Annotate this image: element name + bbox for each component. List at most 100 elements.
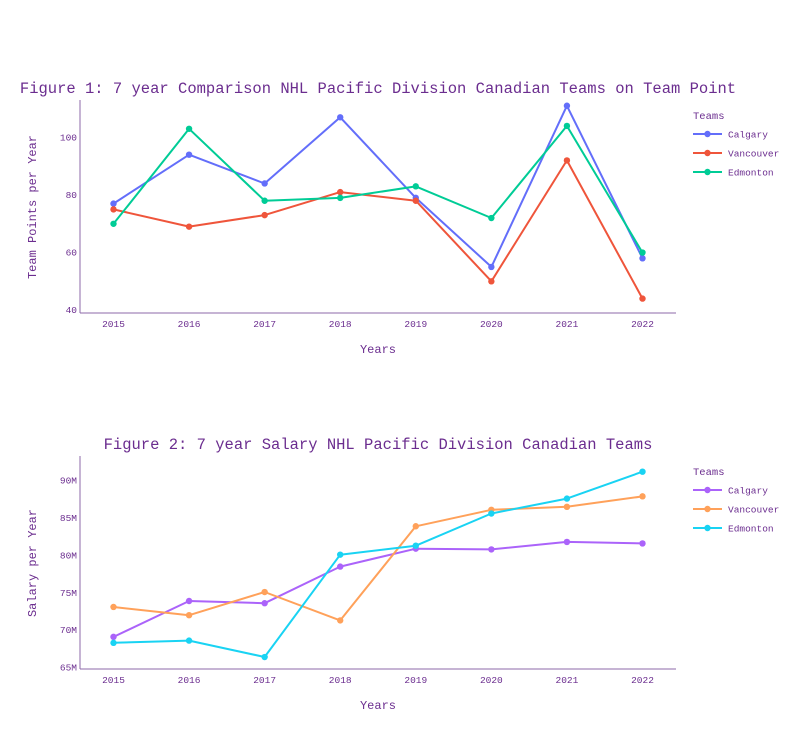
x-tick-label: 2018 — [329, 675, 352, 686]
legend-swatch-marker — [704, 149, 711, 157]
data-point-calgary[interactable] — [563, 538, 571, 546]
y-tick-label: 100 — [60, 132, 77, 143]
chart-salary: Figure 2: 7 year Salary NHL Pacific Divi… — [26, 436, 779, 713]
legend-swatch-marker — [704, 524, 711, 532]
data-point-vancouver[interactable] — [261, 588, 268, 596]
x-tick-label: 2019 — [404, 675, 427, 686]
x-tick-label: 2020 — [480, 319, 503, 330]
legend-entry-vancouver[interactable]: Vancouver — [728, 149, 779, 160]
data-point-vancouver[interactable] — [337, 617, 344, 624]
legend-swatch-marker — [704, 130, 711, 138]
data-point-vancouver[interactable] — [261, 211, 268, 219]
data-point-edmonton[interactable] — [337, 551, 344, 558]
chart-title: Figure 2: 7 year Salary NHL Pacific Divi… — [104, 436, 653, 454]
data-point-edmonton[interactable] — [110, 639, 117, 647]
y-tick-label: 60 — [66, 248, 78, 259]
x-tick-label: 2016 — [178, 319, 201, 330]
x-tick-label: 2015 — [102, 675, 125, 686]
y-axis-title: Salary per Year — [26, 509, 40, 617]
data-point-edmonton[interactable] — [412, 183, 419, 190]
data-point-calgary[interactable] — [337, 563, 344, 570]
data-point-calgary[interactable] — [488, 546, 495, 553]
legend-entry-calgary[interactable]: Calgary — [728, 486, 768, 497]
data-point-edmonton[interactable] — [185, 125, 193, 132]
x-tick-label: 2019 — [404, 319, 427, 330]
data-point-calgary[interactable] — [563, 102, 571, 109]
data-point-edmonton[interactable] — [185, 637, 193, 644]
data-point-calgary[interactable] — [261, 600, 268, 607]
legend-entry-edmonton[interactable]: Edmonton — [728, 524, 774, 535]
data-point-vancouver[interactable] — [639, 493, 646, 500]
chart-title: Figure 1: 7 year Comparison NHL Pacific … — [20, 80, 736, 98]
legend-swatch-marker — [704, 505, 711, 513]
y-tick-label: 75M — [60, 588, 77, 599]
series-line-vancouver — [113, 495, 643, 622]
data-point-vancouver[interactable] — [337, 188, 344, 196]
y-tick-label: 80M — [60, 550, 77, 561]
chart-team-points: Figure 1: 7 year Comparison NHL Pacific … — [20, 80, 779, 357]
data-point-edmonton[interactable] — [110, 220, 117, 227]
x-tick-label: 2022 — [631, 675, 654, 686]
data-point-vancouver[interactable] — [185, 223, 193, 230]
x-tick-label: 2017 — [253, 675, 276, 686]
y-tick-label: 80 — [66, 190, 78, 201]
data-point-calgary[interactable] — [261, 180, 268, 187]
y-axis-title: Team Points per Year — [26, 135, 40, 279]
data-point-vancouver[interactable] — [639, 295, 646, 302]
data-point-edmonton[interactable] — [488, 510, 495, 517]
data-point-vancouver[interactable] — [185, 611, 193, 619]
data-point-calgary[interactable] — [110, 200, 117, 207]
data-point-edmonton[interactable] — [337, 194, 344, 202]
data-point-edmonton[interactable] — [563, 495, 571, 502]
legend-swatch-marker — [704, 486, 711, 494]
y-tick-label: 40 — [66, 305, 78, 316]
data-point-calgary[interactable] — [488, 263, 495, 271]
series-line-edmonton — [112, 124, 644, 254]
data-point-edmonton[interactable] — [488, 214, 495, 222]
series-line-vancouver — [113, 159, 644, 300]
x-axis-title: Years — [360, 343, 396, 357]
y-tick-label: 65M — [60, 663, 77, 674]
y-tick-label: 70M — [60, 625, 77, 636]
data-point-calgary[interactable] — [185, 151, 193, 158]
data-point-vancouver[interactable] — [488, 278, 495, 285]
data-point-edmonton[interactable] — [563, 122, 571, 130]
data-point-calgary[interactable] — [639, 255, 646, 262]
data-point-vancouver[interactable] — [412, 523, 419, 530]
y-tick-label: 90M — [60, 476, 77, 487]
data-point-edmonton[interactable] — [261, 197, 268, 204]
data-point-vancouver[interactable] — [563, 503, 571, 511]
data-point-vancouver[interactable] — [412, 197, 419, 204]
series-line-calgary — [113, 540, 643, 638]
x-tick-label: 2021 — [556, 675, 579, 686]
data-point-vancouver[interactable] — [563, 157, 571, 164]
data-point-calgary[interactable] — [639, 540, 646, 547]
legend-swatch-marker — [704, 168, 711, 176]
legend-entry-vancouver[interactable]: Vancouver — [728, 505, 779, 516]
x-tick-label: 2016 — [178, 675, 201, 686]
legend-entry-edmonton[interactable]: Edmonton — [728, 168, 774, 179]
x-tick-label: 2020 — [480, 675, 503, 686]
data-point-edmonton[interactable] — [639, 468, 646, 475]
x-tick-label: 2015 — [102, 319, 125, 330]
data-point-calgary[interactable] — [110, 633, 117, 641]
x-tick-label: 2021 — [556, 319, 579, 330]
legend-title: Teams — [693, 467, 725, 479]
x-tick-label: 2017 — [253, 319, 276, 330]
data-point-calgary[interactable] — [337, 114, 344, 121]
y-tick-label: 85M — [60, 513, 77, 524]
legend-title: Teams — [693, 111, 725, 123]
data-point-vancouver[interactable] — [110, 603, 117, 611]
legend-entry-calgary[interactable]: Calgary — [728, 130, 768, 141]
series-line-edmonton — [113, 470, 643, 658]
data-point-edmonton[interactable] — [639, 249, 646, 256]
x-axis-title: Years — [360, 699, 396, 713]
data-point-calgary[interactable] — [185, 597, 193, 605]
data-point-vancouver[interactable] — [110, 206, 117, 213]
data-point-edmonton[interactable] — [412, 542, 419, 549]
x-tick-label: 2018 — [329, 319, 352, 330]
data-point-edmonton[interactable] — [261, 653, 268, 661]
x-tick-label: 2022 — [631, 319, 654, 330]
series-line-calgary — [112, 104, 644, 268]
